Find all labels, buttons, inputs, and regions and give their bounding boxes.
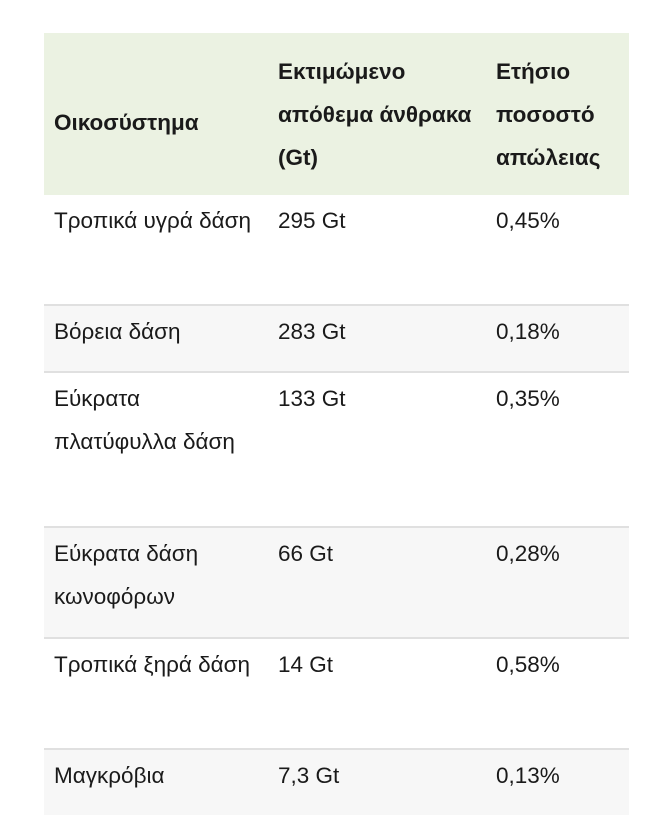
- table-header: Οικοσύστημα Εκτιμώμενο απόθεμα άνθρακα (…: [44, 33, 629, 195]
- forest-carbon-table-container: Οικοσύστημα Εκτιμώμενο απόθεμα άνθρακα (…: [44, 33, 629, 815]
- table-row: Εύκρατα πλατύφυλλα δάση 133 Gt 0,35%: [44, 372, 629, 528]
- header-row: Οικοσύστημα Εκτιμώμενο απόθεμα άνθρακα (…: [44, 33, 629, 195]
- cell-loss-rate: 0,35%: [486, 372, 629, 528]
- table-row: Βόρεια δάση 283 Gt 0,18%: [44, 305, 629, 373]
- cell-loss-rate: 0,58%: [486, 638, 629, 750]
- table-row: Μαγκρόβια 7,3 Gt 0,13%: [44, 749, 629, 815]
- cell-loss-rate: 0,45%: [486, 195, 629, 306]
- cell-ecosystem: Τροπικά ξηρά δάση: [44, 638, 268, 750]
- cell-carbon-stock: 7,3 Gt: [278, 763, 340, 788]
- header-carbon-stock: Εκτιμώμενο απόθεμα άνθρακα (Gt): [278, 58, 472, 170]
- table-body: Τροπικά υγρά δάση 295 Gt 0,45% Βόρεια δά…: [44, 195, 629, 815]
- cell-ecosystem: Μαγκρόβια: [54, 763, 165, 788]
- cell-carbon-stock: 14 Gt: [268, 638, 486, 750]
- table-row: Τροπικά ξηρά δάση 14 Gt 0,58%: [44, 638, 629, 750]
- cell-carbon-stock: 133 Gt: [268, 372, 486, 528]
- table-row: Εύκρατα δάση κωνοφόρων 66 Gt 0,28%: [44, 527, 629, 639]
- cell-ecosystem: Εύκρατα δάση κωνοφόρων: [44, 527, 268, 639]
- cell-ecosystem: Εύκρατα πλατύφυλλα δάση: [44, 372, 268, 528]
- table-row: Τροπικά υγρά δάση 295 Gt 0,45%: [44, 195, 629, 306]
- header-loss-rate: Ετήσιο ποσοστό απώλειας: [486, 33, 629, 195]
- forest-carbon-table: Οικοσύστημα Εκτιμώμενο απόθεμα άνθρακα (…: [44, 33, 629, 815]
- cell-carbon-stock: 283 Gt: [268, 305, 486, 373]
- cell-carbon-stock: 295 Gt: [268, 195, 486, 306]
- header-ecosystem: Οικοσύστημα: [54, 109, 199, 135]
- cell-ecosystem: Τροπικά υγρά δάση: [44, 195, 268, 306]
- cell-ecosystem: Βόρεια δάση: [44, 305, 268, 373]
- cell-loss-rate: 0,18%: [486, 305, 629, 373]
- cell-loss-rate: 0,13%: [496, 763, 560, 788]
- header-loss-rate-text: Ετήσιο ποσοστό απώλειας: [496, 58, 601, 170]
- cell-loss-rate: 0,28%: [486, 527, 629, 639]
- cell-carbon-stock: 66 Gt: [268, 527, 486, 639]
